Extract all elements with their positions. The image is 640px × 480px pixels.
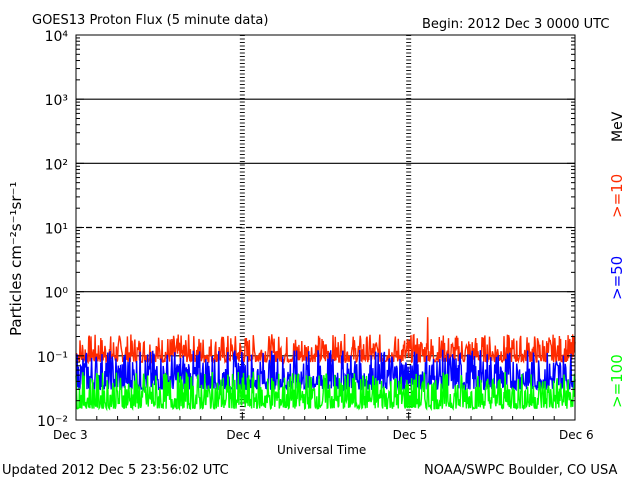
x-tick-label-3: Dec 6 <box>559 428 594 442</box>
x-tick-label-1: Dec 4 <box>226 428 261 442</box>
unit-label: MeV <box>610 111 626 142</box>
legend-entry-2: >=50 <box>608 256 626 300</box>
y-tick-label-5: 10³ <box>45 93 68 109</box>
legend: >=10 >=50 >=100 MeV <box>608 111 626 408</box>
updated-label: Updated 2012 Dec 5 23:56:02 UTC <box>2 463 229 478</box>
legend-entry-1: >=10 <box>608 174 626 218</box>
begin-label: Begin: 2012 Dec 3 0000 UTC <box>422 17 609 32</box>
series-line-3 <box>75 371 576 412</box>
y-axis-label: Particles cm⁻²s⁻¹sr⁻¹ <box>7 182 25 336</box>
y-tick-label-6: 10⁴ <box>45 29 69 45</box>
x-tick-label-0: Dec 3 <box>53 428 88 442</box>
axes: 10⁻² 10⁻¹ 10⁰ 10¹ 10² 10³ 10⁴ Dec 3 Dec 4 Dec 5 De… <box>37 29 594 442</box>
series-line-1 <box>75 317 576 365</box>
x-tick-label-2: Dec 5 <box>393 428 428 442</box>
series-layer <box>75 317 576 412</box>
source-label: NOAA/SWPC Boulder, CO USA <box>424 463 617 478</box>
y-tick-label-1: 10⁻¹ <box>37 350 68 366</box>
y-tick-label-0: 10⁻² <box>37 414 68 430</box>
y-tick-label-3: 10¹ <box>45 222 68 238</box>
y-tick-label-4: 10² <box>45 157 68 173</box>
chart-title: GOES13 Proton Flux (5 minute data) <box>32 13 268 28</box>
x-axis-label: Universal Time <box>277 443 366 457</box>
y-tick-label-2: 10⁰ <box>45 286 69 302</box>
legend-entry-3: >=100 <box>608 354 626 408</box>
